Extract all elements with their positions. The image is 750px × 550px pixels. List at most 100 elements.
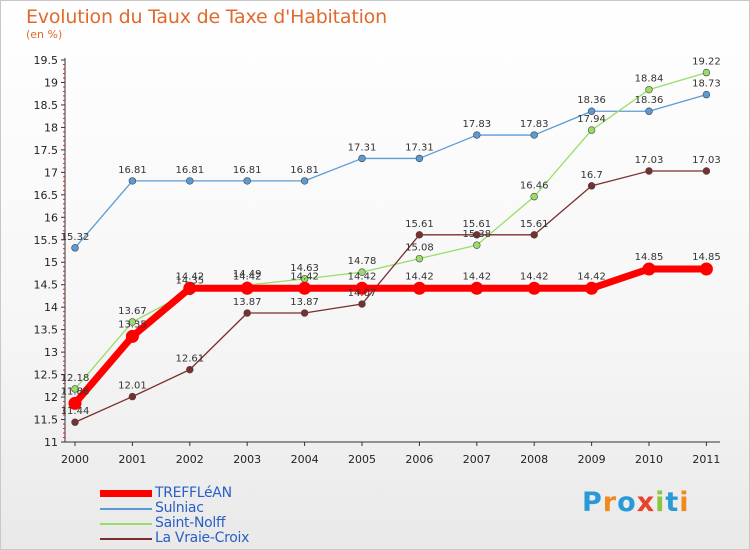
data-point: [645, 85, 653, 94]
data-label: 16.81: [118, 165, 147, 176]
legend-label: Saint-Nolff: [155, 515, 226, 531]
data-label: 14.85: [692, 252, 721, 263]
data-label: 15.61: [462, 219, 491, 230]
data-point: [702, 167, 711, 175]
data-label: 15.32: [61, 232, 90, 243]
x-tick-label: 2005: [348, 453, 376, 466]
data-label: 13.87: [290, 297, 319, 308]
y-tick-label: 18.5: [34, 99, 59, 112]
data-label: 18.36: [635, 95, 664, 106]
data-point: [473, 241, 481, 249]
data-point: [128, 392, 137, 401]
data-point: [412, 281, 426, 295]
y-tick-label: 19.5: [34, 54, 59, 67]
data-label: 14.49: [233, 269, 262, 280]
legend-label: TREFFLéAN: [155, 485, 232, 501]
x-tick-label: 2000: [61, 453, 89, 466]
logo-letter: i: [655, 487, 666, 518]
data-label: 17.83: [520, 119, 549, 130]
data-label: 12.01: [118, 381, 147, 392]
series-line-treffl-an: [71, 265, 710, 407]
x-tick-label: 2009: [578, 453, 606, 466]
y-tick-label: 16.5: [34, 189, 59, 202]
y-tick-label: 14.5: [34, 279, 59, 292]
data-point: [530, 231, 538, 239]
data-point: [530, 192, 538, 201]
series-line-la-vraie-croix: [74, 170, 708, 423]
data-point: [645, 167, 653, 175]
y-tick-label: 14: [44, 301, 58, 314]
y-tick-label: 11.5: [34, 414, 59, 427]
x-tick-label: 2004: [291, 453, 319, 466]
data-label: 19.22: [692, 57, 721, 68]
x-tick-label: 2007: [463, 453, 491, 466]
legend-swatch: [100, 490, 152, 497]
legend-swatch: [100, 507, 152, 510]
data-point: [415, 231, 424, 239]
y-tick-label: 12: [44, 391, 58, 404]
data-point: [298, 281, 312, 295]
series-line-saint-nolff: [74, 71, 708, 390]
x-tick-label: 2006: [405, 453, 433, 466]
y-tick-label: 13.5: [34, 324, 59, 337]
y-tick-label: 16: [44, 211, 58, 224]
data-point: [702, 68, 711, 77]
data-label: 14.42: [520, 271, 549, 282]
series-line-sulniac: [74, 93, 708, 249]
data-point: [415, 154, 424, 163]
y-tick-label: 17.5: [34, 144, 59, 157]
data-label: 15.38: [462, 229, 491, 240]
x-tick-label: 2011: [692, 453, 720, 466]
data-label: 14.42: [405, 271, 434, 282]
y-tick-label: 13: [44, 346, 58, 359]
data-point: [473, 231, 481, 239]
data-point: [699, 262, 713, 276]
data-label: 18.36: [577, 95, 606, 106]
data-label: 14.42: [577, 271, 606, 282]
legend-item: TREFFLéAN: [100, 486, 249, 501]
data-point: [300, 309, 309, 317]
data-label: 18.73: [692, 79, 721, 90]
logo-letter: P: [582, 487, 603, 518]
logo-letter: x: [636, 487, 656, 518]
data-point: [128, 177, 137, 185]
data-point: [527, 281, 541, 295]
y-tick-label: 11: [44, 436, 58, 449]
y-tick-label: 15.5: [34, 234, 59, 247]
legend-swatch: [100, 522, 152, 525]
data-label: 16.7: [580, 170, 602, 181]
data-label: 11.44: [61, 406, 90, 417]
data-label: 15.08: [405, 243, 434, 254]
data-point: [240, 281, 254, 295]
data-point: [358, 300, 366, 308]
x-tick-label: 2002: [176, 453, 204, 466]
data-point: [587, 126, 596, 134]
data-label: 14.63: [290, 263, 319, 274]
data-label: 16.81: [233, 165, 262, 176]
y-tick-label: 18: [44, 121, 58, 134]
logo-letter: o: [617, 487, 637, 518]
data-label: 17.03: [635, 155, 664, 166]
data-label: 17.03: [692, 155, 721, 166]
data-point: [530, 131, 538, 139]
data-label: 15.61: [520, 219, 549, 230]
data-point: [415, 254, 424, 263]
chart-unit: (en %): [26, 28, 63, 41]
x-tick-label: 2008: [520, 453, 548, 466]
data-point: [702, 90, 711, 99]
data-point: [645, 107, 653, 115]
data-point: [186, 365, 194, 374]
data-point: [71, 244, 79, 252]
data-label: 13.35: [118, 319, 147, 330]
data-label: 14.85: [635, 252, 664, 263]
data-label: 17.31: [405, 142, 434, 153]
data-label: 14.07: [348, 288, 377, 299]
legend-swatch: [100, 537, 152, 540]
x-tick-label: 2010: [635, 453, 663, 466]
data-label: 16.46: [520, 181, 549, 192]
legend-item: La Vraie-Croix: [100, 531, 249, 546]
data-label: 14.42: [175, 271, 204, 282]
data-label: 17.31: [348, 142, 377, 153]
data-point: [587, 182, 596, 190]
